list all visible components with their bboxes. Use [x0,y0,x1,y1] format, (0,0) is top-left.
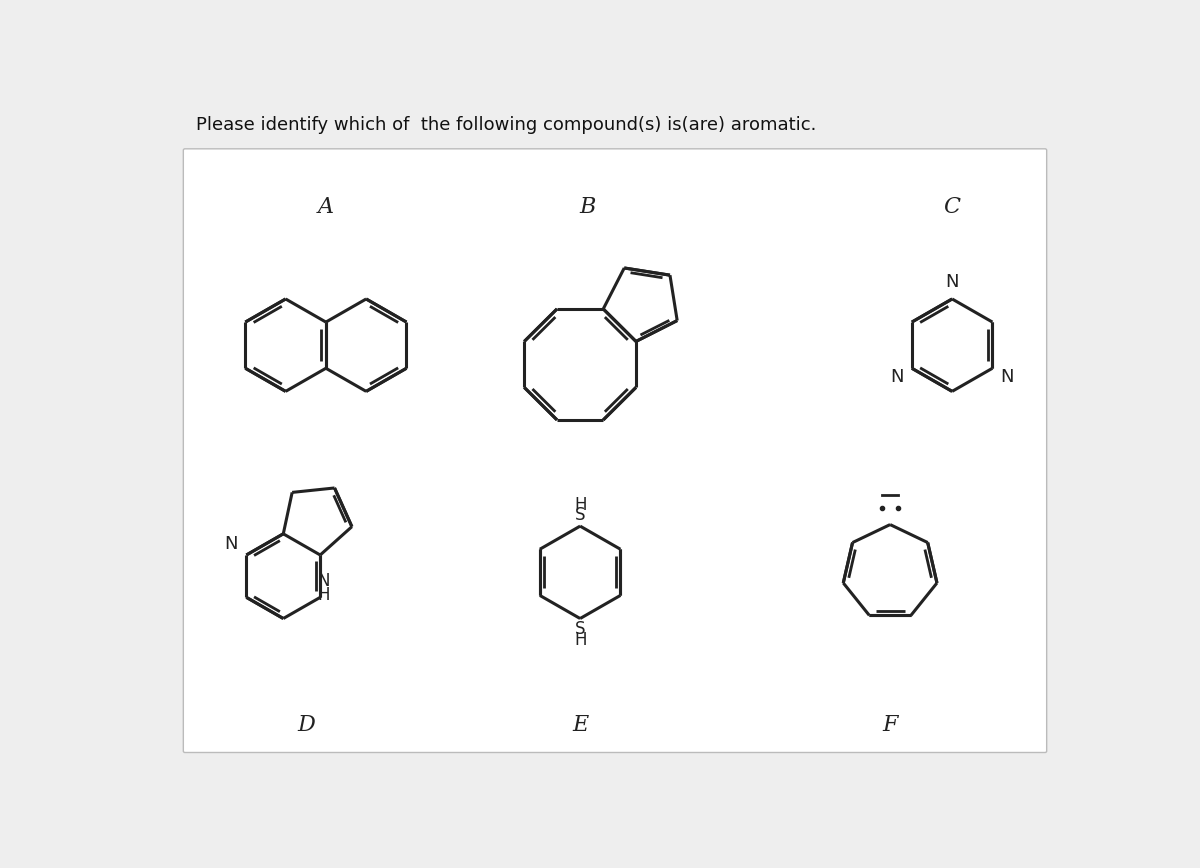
Text: N: N [1001,368,1014,385]
Text: N: N [890,368,904,385]
Text: F: F [882,713,898,736]
Text: D: D [298,713,316,736]
FancyBboxPatch shape [184,148,1046,753]
Text: E: E [572,713,588,736]
Text: N: N [224,536,238,553]
Text: H: H [318,586,330,604]
Text: S: S [575,621,586,638]
Text: H: H [574,496,587,514]
Text: B: B [580,195,596,218]
Text: H: H [574,631,587,649]
Text: N: N [946,273,959,291]
Text: N: N [318,572,330,590]
Text: Please identify which of  the following compound(s) is(are) aromatic.: Please identify which of the following c… [197,116,817,135]
Text: S: S [575,506,586,524]
Text: A: A [318,195,334,218]
Text: C: C [943,195,961,218]
